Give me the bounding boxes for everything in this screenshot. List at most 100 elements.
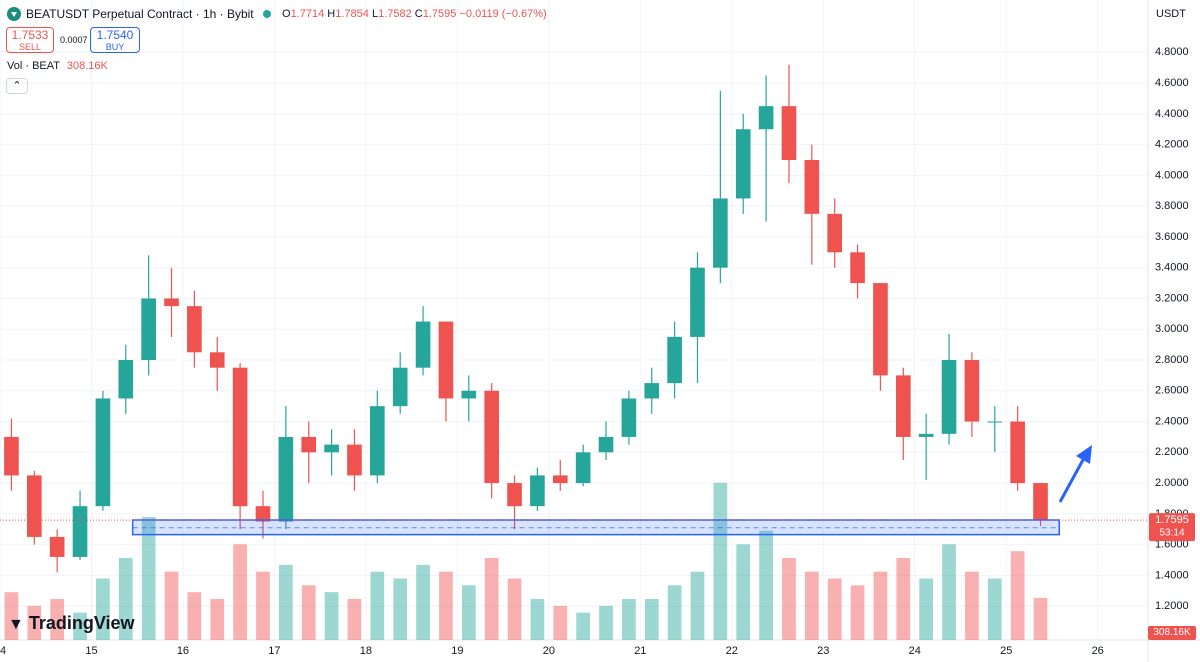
y-tick-label: 1.4000	[1155, 569, 1189, 581]
volume-value: 308.16K	[66, 60, 108, 72]
ohlc: O1.7714 H1.7854 L1.7582 C1.7595 −0.0119 …	[282, 8, 547, 20]
volume-bar	[50, 599, 65, 640]
last-price-tag	[1149, 513, 1195, 542]
volume-bar	[644, 599, 659, 640]
candle-body	[530, 475, 545, 507]
x-tick-label: 16	[177, 645, 189, 657]
volume-bar	[827, 578, 842, 640]
candle-body	[347, 444, 362, 476]
ohlc-value: 1.7595	[422, 8, 457, 20]
candle-body	[850, 252, 865, 284]
ohlc-key: H	[327, 8, 336, 20]
volume-bar	[278, 564, 293, 640]
volume-bar	[164, 571, 179, 640]
x-tick-label: 26	[1092, 645, 1104, 657]
candle-body	[301, 436, 317, 453]
candle-body	[713, 198, 728, 268]
volume-bar	[850, 585, 865, 640]
ohlc-value: 1.7582	[378, 8, 412, 20]
volume-bar	[507, 578, 522, 640]
sell-button[interactable]: 1.7533 SELL	[6, 27, 54, 53]
volume-bar	[73, 612, 87, 640]
candle-body	[95, 398, 111, 507]
candle-body	[827, 213, 843, 253]
candle-body	[735, 129, 751, 199]
candle-body	[209, 352, 225, 368]
candle-body	[232, 367, 248, 507]
y-tick-label: 4.4000	[1155, 108, 1189, 120]
candle-body	[484, 390, 499, 484]
arrow-head	[1076, 445, 1092, 464]
candle-body	[26, 475, 42, 537]
volume-bar	[301, 585, 316, 640]
candle-body	[392, 367, 408, 407]
x-tick-label: 24	[909, 645, 921, 657]
y-tick-label: 3.0000	[1155, 323, 1189, 335]
volume-bar	[599, 605, 613, 640]
sell-label: SELL	[18, 42, 42, 52]
volume-bar	[622, 599, 636, 640]
volume-bar	[919, 578, 934, 640]
volume-bar	[942, 544, 956, 640]
candle-body	[895, 375, 911, 437]
volume-axis-label: 308.16K	[1148, 626, 1196, 640]
candle-body	[141, 298, 156, 360]
y-tick-label: 2.6000	[1155, 385, 1189, 397]
volume-bar	[965, 571, 979, 640]
candle-body	[964, 360, 980, 422]
buy-price: 1.7540	[96, 28, 134, 42]
volume-bar	[370, 571, 385, 640]
arrow	[1058, 457, 1086, 503]
brand: ▼ TradingView	[8, 613, 135, 633]
candle-body	[1010, 421, 1025, 484]
volume-name: Vol · BEAT	[7, 60, 60, 72]
x-tick-label: 19	[451, 645, 463, 657]
candle-body	[690, 267, 705, 337]
candle-body	[987, 421, 1003, 423]
candle-body	[758, 106, 774, 130]
volume-bar	[759, 530, 773, 640]
candle-body	[621, 398, 637, 437]
volume-bar	[96, 578, 110, 640]
y-tick-label: 2.0000	[1155, 477, 1189, 489]
x-tick-label: 14	[0, 645, 6, 657]
candle-body	[918, 433, 934, 437]
candle-body	[164, 298, 179, 307]
candle-body	[667, 336, 682, 384]
candle-body	[438, 321, 454, 399]
candle-body	[461, 390, 477, 399]
y-tick-label: 4.6000	[1155, 77, 1189, 89]
volume-bar	[393, 578, 408, 640]
y-tick-label: 2.2000	[1155, 446, 1189, 458]
volume-legend: Vol · BEAT 308.16K	[7, 60, 108, 72]
volume-bar	[461, 585, 476, 640]
volume-bar	[667, 585, 682, 640]
buy-button[interactable]: 1.7540 BUY	[90, 27, 140, 53]
candle-body	[598, 436, 614, 453]
y-tick-label: 4.2000	[1155, 139, 1189, 151]
x-tick-label: 15	[85, 645, 97, 657]
volume-bar	[187, 592, 202, 640]
volume-bar	[256, 571, 270, 640]
ohlc-value: 1.7714	[290, 8, 325, 20]
volume-bar	[118, 558, 133, 640]
y-tick-label: 1.6000	[1155, 539, 1189, 551]
x-tick-label: 17	[268, 645, 280, 657]
currency[interactable]: USDT	[1156, 8, 1186, 20]
x-tick-label: 20	[543, 645, 555, 657]
candle-body	[49, 536, 65, 557]
collapse-button[interactable]: ⌃	[6, 78, 28, 94]
spread: 0.0007	[60, 35, 88, 45]
volume-bar	[987, 578, 1002, 640]
ohlc-value: 1.7854	[335, 8, 369, 20]
x-tick-label: 25	[1000, 645, 1012, 657]
volume-bar	[690, 571, 705, 640]
y-tick-label: 4.0000	[1155, 169, 1189, 181]
volume-bar	[210, 599, 225, 640]
candle-body	[941, 360, 957, 434]
y-tick-label: 3.6000	[1155, 231, 1189, 243]
candle-body	[873, 283, 888, 376]
volume-bar	[439, 571, 453, 640]
volume-bar	[233, 544, 247, 640]
